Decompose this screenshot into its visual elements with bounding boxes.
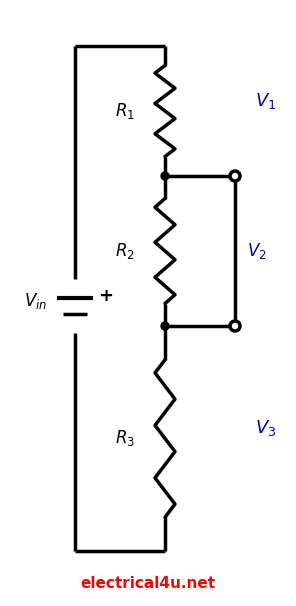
- Circle shape: [161, 322, 169, 330]
- Text: $V_1$: $V_1$: [255, 91, 276, 111]
- Text: $V_{in}$: $V_{in}$: [24, 291, 47, 311]
- Circle shape: [230, 171, 240, 181]
- Text: $R_2$: $R_2$: [115, 241, 135, 261]
- Text: $V_2$: $V_2$: [247, 241, 267, 261]
- Text: +: +: [98, 287, 113, 305]
- Text: $R_1$: $R_1$: [115, 101, 135, 121]
- Text: electrical4u.net: electrical4u.net: [81, 576, 215, 591]
- Text: $R_3$: $R_3$: [115, 428, 135, 448]
- Text: $V_3$: $V_3$: [255, 419, 276, 439]
- Circle shape: [230, 321, 240, 331]
- Circle shape: [161, 172, 169, 180]
